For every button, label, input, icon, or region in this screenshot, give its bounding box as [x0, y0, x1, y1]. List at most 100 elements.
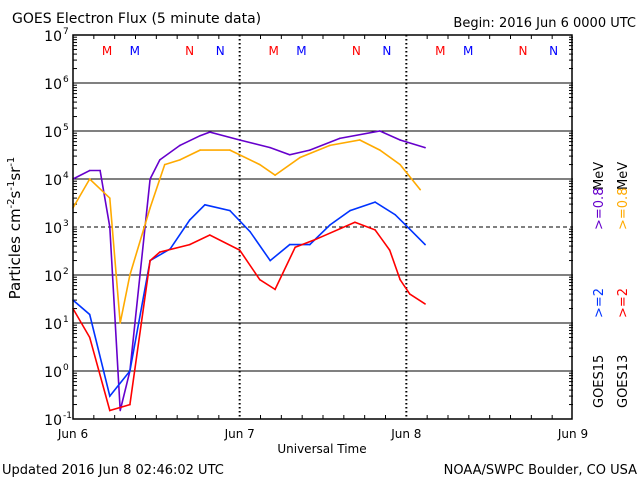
y-tick-exponent: 1 [63, 315, 69, 325]
x-tick-label: Jun 7 [224, 427, 255, 441]
plot-frame [72, 34, 573, 420]
x-ticks: Jun 6 Jun 7 Jun 8 Jun 9 [57, 35, 588, 441]
satellite-marker: M [269, 44, 279, 58]
satellite-marker: M [102, 44, 112, 58]
data-point [199, 134, 201, 137]
data-point [179, 159, 181, 161]
data-point [349, 209, 351, 212]
ylabel-base: Particles cm [6, 208, 24, 299]
data-point [159, 251, 161, 253]
data-point [329, 144, 331, 147]
y-tick-exponent: 6 [63, 75, 69, 85]
ylabel-exp3: -1 [6, 157, 17, 167]
satellite-marker: M [296, 44, 306, 58]
data-point [274, 174, 276, 176]
begin-label: Begin: 2016 Jun 6 0000 UTC [453, 16, 636, 31]
data-point [109, 197, 111, 199]
data-point [299, 156, 301, 159]
y-tick-label: 10 [44, 221, 62, 237]
ylabel-exp1: -2 [6, 198, 17, 208]
legend-goes13-08: >=0.8 [616, 188, 631, 230]
data-point [88, 178, 91, 180]
y-tick-exponent: 5 [63, 123, 69, 133]
y-tick-label: 10 [44, 413, 62, 429]
data-point [204, 204, 206, 206]
data-point [249, 230, 251, 233]
data-point [288, 243, 291, 246]
data-point [269, 259, 272, 262]
y-tick-label: 10 [44, 269, 62, 285]
legend-goes15-2: >=2 [592, 288, 607, 318]
data-point [338, 137, 341, 140]
data-point [359, 139, 361, 141]
data-point [313, 239, 316, 241]
ylabel-sr: sr [6, 166, 24, 181]
series-group [72, 130, 426, 412]
y-axis-label: Particles cm-2s-1sr-1 [6, 157, 24, 300]
data-point [379, 130, 381, 132]
data-point [399, 163, 401, 166]
grid [73, 35, 573, 419]
data-point [88, 169, 91, 172]
data-point [179, 144, 181, 147]
satellite-marker: M [130, 44, 140, 58]
satellite-marker: N [549, 44, 558, 58]
satellite-marker: N [519, 44, 528, 58]
data-point [379, 149, 381, 151]
legend-goes15: GOES15 [592, 355, 607, 408]
data-point [229, 209, 231, 212]
satellite-marker: N [382, 44, 391, 58]
data-point [229, 149, 231, 151]
x-axis-label: Universal Time [277, 442, 366, 456]
data-point [259, 163, 261, 166]
data-point [109, 395, 111, 397]
svg-text:Particles cm-2s-1sr-1: Particles cm-2s-1sr-1 [6, 157, 24, 300]
data-point [388, 249, 391, 251]
y-tick-label: 10 [44, 365, 62, 381]
ylabel-s: s [6, 190, 24, 198]
data-point [149, 259, 151, 262]
legend-goes13: GOES13 [616, 355, 631, 408]
series-line [72, 139, 421, 324]
data-point [99, 169, 101, 172]
x-tick-label: Jun 6 [57, 427, 88, 441]
data-point [119, 322, 122, 324]
data-point [424, 243, 426, 246]
data-point [329, 224, 331, 226]
data-point [163, 163, 166, 166]
y-tick-exponent: 4 [63, 171, 69, 181]
satellite-marker: M [463, 44, 473, 58]
data-point [409, 293, 411, 295]
updated-timestamp: Updated 2016 Jun 8 02:46:02 UTC [2, 463, 224, 478]
data-point [209, 234, 211, 236]
satellite-marker: N [216, 44, 225, 58]
y-tick-exponent: 7 [63, 27, 69, 37]
data-point [88, 336, 91, 339]
data-point [149, 178, 151, 180]
data-point [238, 249, 241, 251]
data-point [309, 149, 311, 151]
data-point [374, 201, 376, 203]
chart-title: GOES Electron Flux (5 minute data) [12, 11, 261, 27]
data-point [238, 139, 241, 141]
data-point [394, 213, 397, 216]
satellite-marker: N [352, 44, 361, 58]
y-tick-label: 10 [44, 29, 62, 45]
credit-label: NOAA/SWPC Boulder, CO USA [444, 463, 637, 478]
legend-goes13-2: >=2 [616, 288, 631, 318]
data-point [129, 370, 131, 372]
data-point [129, 403, 131, 406]
satellite-marker: N [185, 44, 194, 58]
data-point [399, 278, 401, 281]
y-tick-exponent: -1 [63, 411, 72, 421]
data-point [159, 159, 161, 161]
data-point [409, 228, 411, 230]
x-tick-label: Jun 8 [390, 427, 421, 441]
data-point [199, 149, 201, 151]
legend-mev-1: MeV [592, 162, 607, 190]
legend: MeV >=0.8 >=2 GOES15 MeV >=0.8 >=2 GOES1… [592, 162, 631, 408]
y-tick-exponent: 0 [63, 363, 69, 373]
